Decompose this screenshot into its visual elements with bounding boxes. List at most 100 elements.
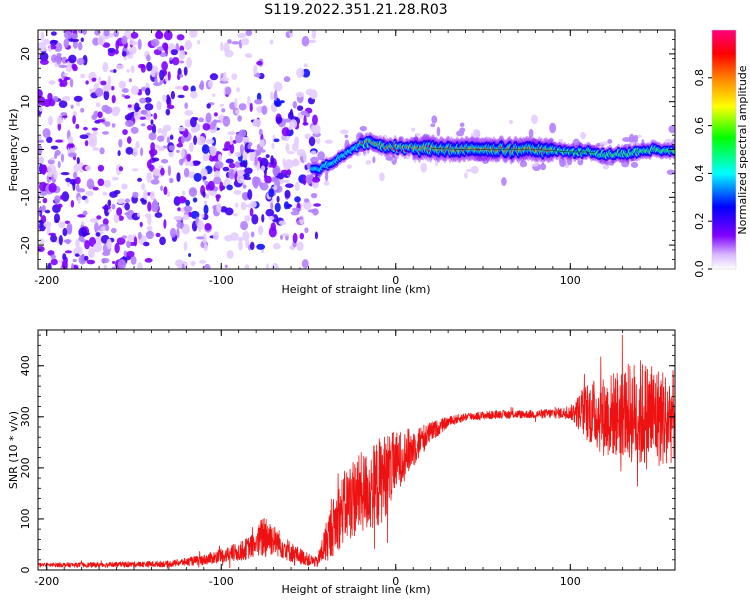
spectrogram-cell	[252, 119, 262, 127]
spectrogram-x-axis-label: Height of straight line (km)	[281, 283, 430, 296]
spectrogram-cell	[68, 152, 77, 158]
spectrogram-cell	[124, 202, 130, 211]
spectrogram-cell	[103, 90, 110, 101]
spectrogram-cell	[249, 241, 255, 251]
spectrogram-cell	[39, 59, 49, 65]
spectrogram-cell	[48, 80, 56, 85]
spectrogram-cell	[38, 145, 43, 156]
spectrogram-cell	[501, 177, 507, 186]
spectrogram-cell	[62, 95, 71, 102]
spectrogram-cell	[314, 231, 319, 240]
snr-y-ticks: 0 100 200 300 400	[19, 334, 675, 574]
spectrogram-heatmap	[38, 30, 675, 269]
spectrogram-cell	[270, 91, 274, 101]
spectrogram-cell	[128, 45, 137, 55]
spectrogram-cell	[162, 94, 167, 102]
spectrogram-cell	[107, 75, 112, 86]
spectrogram-cell	[84, 140, 89, 147]
spectrogram-cell	[121, 183, 128, 190]
spectrogram-cell	[310, 150, 317, 155]
spectrogram-cell	[47, 262, 52, 269]
spectrogram-cell	[102, 218, 109, 226]
spectrogram-cell	[302, 121, 309, 126]
spectrogram-cell	[89, 218, 99, 223]
spectrogram-cell	[281, 179, 290, 184]
spectrogram-cell	[131, 168, 139, 172]
spectrogram-cell	[126, 240, 132, 249]
spectrogram-cell	[134, 102, 140, 113]
spectrogram-cell	[57, 160, 61, 169]
snr-y-tick-label: 200	[19, 457, 32, 478]
spectrogram-cell	[202, 176, 207, 180]
spectrogram-cell	[63, 30, 73, 40]
spectrogram-cell	[145, 87, 151, 96]
spectrogram-cell	[301, 259, 309, 269]
spectrogram-cell	[203, 243, 208, 252]
spectrogram-cell	[362, 151, 367, 157]
spectrogram-cell	[265, 154, 270, 158]
spectrogram-cell	[177, 261, 183, 269]
spectrogram-cell	[183, 167, 190, 178]
spectrogram-cell	[182, 85, 189, 92]
spectrogram-cell	[261, 214, 265, 223]
snr-frame	[37, 329, 676, 571]
spectrogram-cell	[287, 111, 294, 120]
spectrogram-cell	[176, 228, 180, 239]
spectrogram-cell	[405, 155, 411, 160]
spectrogram-cell	[144, 103, 154, 111]
spectrogram-cell	[212, 93, 216, 98]
spectrogram-cell	[121, 93, 126, 97]
spectrogram-cell	[183, 241, 188, 251]
spectrogram-cell	[97, 164, 105, 172]
spectrogram-cell	[130, 65, 135, 74]
spectrogram-cell	[75, 123, 80, 129]
spectrogram-cell	[130, 255, 137, 265]
spectrogram-cell	[58, 234, 63, 246]
spectrogram-cell	[238, 240, 243, 251]
spectrogram-cell	[256, 60, 263, 66]
spectrogram-cell	[235, 202, 239, 208]
colorbar-ticks: 0.0 0.2 0.4 0.6 0.8	[693, 69, 712, 278]
spectrogram-cell	[102, 251, 111, 256]
spectrogram-cell	[213, 176, 222, 185]
spectrogram-cell	[470, 165, 479, 174]
spectrogram-cell	[61, 259, 68, 269]
spectrogram-cell	[227, 39, 232, 44]
spectrogram-cell	[549, 122, 557, 134]
spectrogram-cell	[76, 101, 81, 107]
spectrogram-cell	[99, 147, 105, 155]
spectrogram-cell	[219, 103, 225, 107]
spectrogram-cell	[233, 190, 242, 195]
spectrogram-x-tick-label: -200	[34, 274, 59, 287]
spectrogram-cell	[311, 30, 317, 40]
spectrogram-cell	[602, 164, 610, 170]
spectrogram-cell	[281, 127, 291, 137]
spectrogram-cell	[107, 47, 116, 53]
spectrogram-cell	[188, 211, 192, 218]
spectrogram-cell	[161, 128, 168, 138]
spectrogram-cell	[193, 172, 202, 182]
spectrogram-cell	[82, 30, 87, 36]
spectrogram-cell	[225, 158, 234, 164]
spectrogram-cell	[60, 171, 70, 176]
spectrogram-cell	[65, 177, 71, 183]
spectrogram-cell	[202, 190, 206, 198]
spectrogram-x-tick-label: 0	[392, 274, 399, 287]
spectrogram-cell	[125, 198, 130, 204]
spectrogram-cell	[61, 191, 70, 202]
spectrogram-cell	[97, 178, 105, 187]
spectrogram-cell	[456, 130, 465, 137]
spectrogram-cell	[599, 141, 608, 146]
spectrogram-cell	[113, 213, 120, 224]
spectrogram-cell	[119, 84, 126, 89]
spectrogram-cell	[430, 123, 436, 128]
spectrogram-cell	[197, 135, 206, 146]
spectrogram-cell	[302, 174, 307, 186]
spectrogram-cell	[169, 227, 177, 238]
spectrogram-cell	[77, 246, 83, 255]
spectrogram-cell	[40, 31, 45, 42]
spectrogram-cell	[431, 115, 438, 124]
spectrogram-cell	[117, 150, 121, 157]
spectrogram-cell	[167, 165, 172, 177]
